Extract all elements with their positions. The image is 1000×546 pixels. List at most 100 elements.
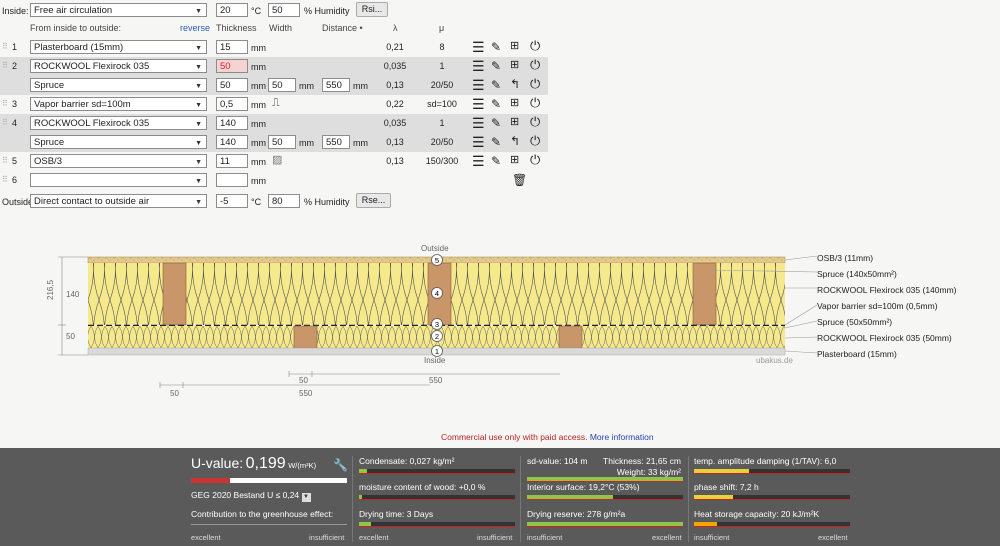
legend-item: ROCKWOOL Flexirock 035 (140mm) xyxy=(817,285,957,295)
power-icon[interactable]: ⏻ xyxy=(530,95,541,110)
dim-label: 550 xyxy=(429,376,443,385)
layer-lambda: 0,22 xyxy=(386,99,404,109)
drag-handle-icon[interactable]: ⠿ xyxy=(2,118,8,127)
menu-icon[interactable]: ☰ xyxy=(472,77,485,93)
pencil-icon[interactable]: ✎ xyxy=(491,97,502,111)
power-icon[interactable]: ⏻ xyxy=(530,114,541,129)
pencil-icon[interactable]: ✎ xyxy=(491,59,502,73)
menu-icon[interactable]: ☰ xyxy=(472,115,485,131)
power-icon[interactable]: ⏻ xyxy=(530,133,541,148)
pencil-icon[interactable]: ✎ xyxy=(491,78,502,92)
return-arrow-icon[interactable]: ↰ xyxy=(510,134,521,148)
outside-condition-select[interactable]: Direct contact to outside air ▼ xyxy=(30,194,207,208)
outside-temp-unit: °C xyxy=(251,197,262,207)
drag-handle-icon[interactable]: ⠿ xyxy=(2,61,8,70)
insulation-50-dim: 50 xyxy=(66,332,75,341)
layer-material-value: ROCKWOOL Flexirock 035 xyxy=(34,61,150,72)
drag-handle-icon[interactable]: ⠿ xyxy=(2,99,8,108)
layer-thickness-input[interactable]: 15 xyxy=(216,40,248,54)
menu-icon[interactable]: ☰ xyxy=(472,39,485,55)
chevron-down-icon: ▼ xyxy=(195,140,202,147)
pencil-icon[interactable]: ✎ xyxy=(491,135,502,149)
layer-material-select[interactable]: ▼ xyxy=(30,173,207,187)
layer-distance-input[interactable]: 550 xyxy=(322,135,350,149)
scale-insufficient: insufficient xyxy=(527,533,563,542)
reverse-link[interactable]: reverse xyxy=(180,23,211,33)
layer-width-input[interactable]: 50 xyxy=(268,135,296,149)
interior-surface-bar-fill xyxy=(527,495,613,499)
distance-header[interactable]: Distance • xyxy=(322,23,363,33)
drying-reserve-bar-fill xyxy=(527,522,683,526)
wrench-icon[interactable]: 🔧 xyxy=(333,458,348,472)
drag-handle-icon[interactable]: ⠿ xyxy=(2,175,8,184)
dim-label: 550 xyxy=(299,389,313,398)
power-icon[interactable]: ⏻ xyxy=(530,57,541,72)
trash-icon[interactable]: 🗑 xyxy=(512,173,528,187)
outside-humidity-input[interactable]: 80 xyxy=(268,194,300,208)
layer-lambda: 0,13 xyxy=(386,137,404,147)
uvalue-label: U-value: xyxy=(191,455,244,471)
layer-width-input[interactable]: 50 xyxy=(268,78,296,92)
scale-excellent: excellent xyxy=(191,533,221,542)
drag-handle-icon[interactable]: ⠿ xyxy=(2,42,8,51)
menu-icon[interactable]: ☰ xyxy=(472,96,485,112)
outside-temp-input[interactable]: -5 xyxy=(216,194,248,208)
layer-thickness-input[interactable]: 50 xyxy=(216,59,248,73)
layer-marker xyxy=(431,287,443,299)
layer-distance-input[interactable]: 550 xyxy=(322,78,350,92)
inside-temp-input[interactable]: 20 xyxy=(216,3,248,17)
temp-damping-bar-fill xyxy=(694,469,749,473)
greenhouse-label: Contribution to the greenhouse effect: xyxy=(191,509,334,519)
return-arrow-icon[interactable]: ↰ xyxy=(510,77,521,91)
layer-thickness-input[interactable] xyxy=(216,173,248,187)
standard-select[interactable]: GEG 2020 Bestand U ≤ 0,24 ▼ xyxy=(191,490,311,502)
layer-thickness-input[interactable]: 140 xyxy=(216,116,248,130)
layer-marker-label: 1 xyxy=(435,347,439,356)
dim-label: 50 xyxy=(170,389,179,398)
menu-icon[interactable]: ☰ xyxy=(472,153,485,169)
add-layer-icon[interactable]: ⊞ xyxy=(510,40,520,52)
notice-text: Commercial use only with paid access. xyxy=(441,432,588,442)
more-information-link[interactable]: More information xyxy=(589,432,654,442)
layer-material-select[interactable]: Spruce ▼ xyxy=(30,78,207,92)
rsi-button[interactable]: Rsi... xyxy=(356,2,388,17)
menu-icon[interactable]: ☰ xyxy=(472,134,485,150)
add-layer-icon[interactable]: ⊞ xyxy=(510,154,520,166)
power-icon[interactable]: ⏻ xyxy=(530,38,541,53)
layer-material-select[interactable]: Vapor barrier sd=100m ▼ xyxy=(30,97,207,111)
menu-icon[interactable]: ☰ xyxy=(472,58,485,74)
rse-button[interactable]: Rse... xyxy=(356,193,391,208)
chevron-down-icon: ▼ xyxy=(195,159,202,166)
width-header: Width xyxy=(269,23,293,33)
weight-result: Weight: 33 kg/m² xyxy=(616,467,681,477)
pencil-icon[interactable]: ✎ xyxy=(491,40,502,54)
layer-marker xyxy=(431,345,443,357)
power-icon[interactable]: ⏻ xyxy=(530,152,541,167)
inside-condition-value: Free air circulation xyxy=(34,5,113,16)
layer-material-select[interactable]: ROCKWOOL Flexirock 035 ▼ xyxy=(30,116,207,130)
layer-thickness-input[interactable]: 0,5 xyxy=(216,97,248,111)
moisture-label: moisture content of wood: +0,0 % xyxy=(359,482,486,492)
add-layer-icon[interactable]: ⊞ xyxy=(510,97,520,109)
inside-side-label: Inside xyxy=(424,356,446,365)
layer-markers: 1 2 3 4 5 xyxy=(431,254,443,357)
power-icon[interactable]: ⏻ xyxy=(530,76,541,91)
layer-thickness-input[interactable]: 50 xyxy=(216,78,248,92)
inside-condition-select[interactable]: Free air circulation ▼ xyxy=(30,3,207,17)
drag-handle-icon[interactable]: ⠿ xyxy=(2,156,8,165)
inside-humidity-input[interactable]: 50 xyxy=(268,3,300,17)
add-layer-icon[interactable]: ⊞ xyxy=(510,59,520,71)
layer-material-select[interactable]: OSB/3 ▼ xyxy=(30,154,207,168)
layer-thickness-input[interactable]: 11 xyxy=(216,154,248,168)
outside-humidity-unit: % Humidity xyxy=(304,197,350,207)
uvalue-bar xyxy=(191,478,347,483)
layer-thickness-input[interactable]: 140 xyxy=(216,135,248,149)
scale-insufficient: insufficient xyxy=(477,533,513,542)
layer-mu: 150/300 xyxy=(425,156,459,166)
layer-material-select[interactable]: Plasterboard (15mm) ▼ xyxy=(30,40,207,54)
pencil-icon[interactable]: ✎ xyxy=(491,116,502,130)
add-layer-icon[interactable]: ⊞ xyxy=(510,116,520,128)
pencil-icon[interactable]: ✎ xyxy=(491,154,502,168)
layer-material-select[interactable]: ROCKWOOL Flexirock 035 ▼ xyxy=(30,59,207,73)
layer-material-select[interactable]: Spruce ▼ xyxy=(30,135,207,149)
